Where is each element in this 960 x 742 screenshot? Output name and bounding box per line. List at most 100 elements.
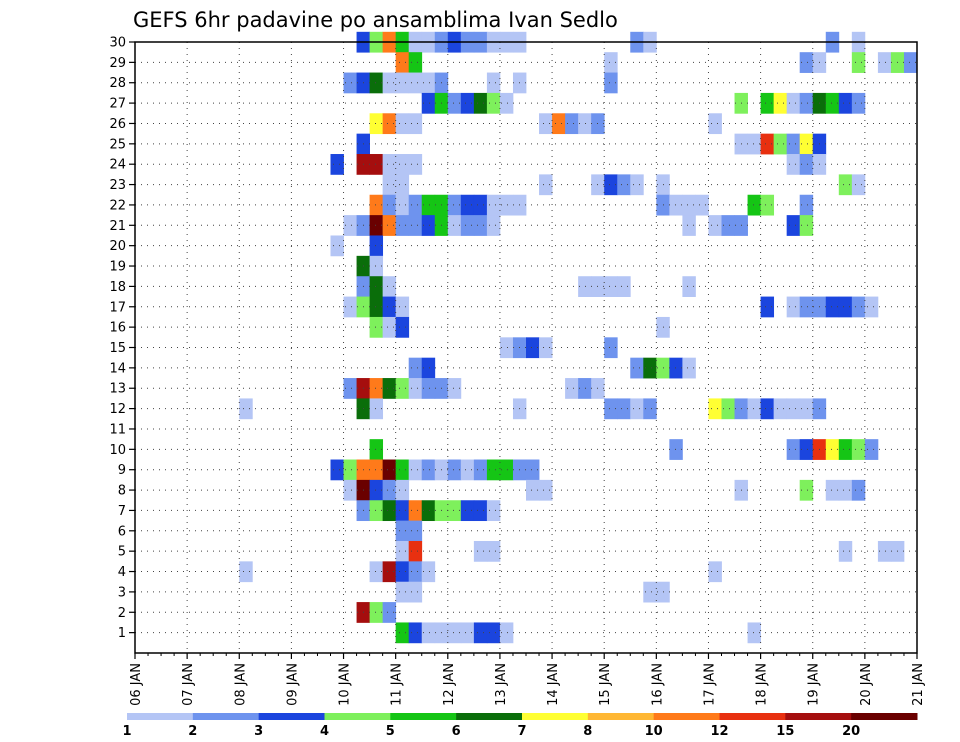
heatmap-cell (395, 174, 410, 196)
y-tick-label: 17 (109, 300, 126, 315)
heatmap-cell (786, 154, 801, 175)
heatmap-cell (721, 215, 735, 236)
heatmap-cell (369, 296, 384, 318)
heatmap-cell (369, 398, 384, 420)
heatmap-cell (330, 235, 344, 257)
heatmap-cell (747, 133, 761, 155)
heatmap-cell (408, 459, 423, 481)
heatmap-cell (838, 439, 853, 460)
heatmap-cell (395, 215, 410, 236)
colorbar-label: 5 (386, 724, 395, 739)
heatmap-cell (382, 72, 397, 94)
heatmap-cell (395, 378, 410, 399)
heatmap-cell (447, 194, 462, 216)
heatmap-cell (851, 479, 866, 501)
heatmap-cell (786, 133, 801, 155)
heatmap-cell (460, 500, 475, 522)
heatmap-cell (864, 439, 879, 460)
colorbar-segment (390, 713, 457, 720)
heatmap-cell (447, 92, 462, 114)
heatmap-cell (408, 154, 423, 175)
heatmap-cell (343, 296, 357, 318)
heatmap-cell (838, 174, 853, 196)
heatmap-cell (369, 215, 384, 236)
heatmap-cell (447, 215, 462, 236)
heatmap-cell (565, 378, 579, 399)
heatmap-cell (499, 622, 514, 644)
heatmap-cell (460, 215, 475, 236)
y-tick-label: 4 (118, 565, 126, 580)
x-tick-label: 16 JAN (650, 663, 665, 706)
heatmap-cell (395, 500, 410, 522)
heatmap-cell (786, 215, 801, 236)
heatmap-cell (460, 622, 475, 644)
heatmap-cell (382, 378, 397, 399)
colorbar-label: 3 (254, 724, 263, 739)
x-tick-label: 17 JAN (702, 663, 717, 706)
heatmap-cell (604, 72, 618, 94)
heatmap-cell (786, 439, 801, 460)
heatmap-cell (395, 459, 410, 481)
heatmap-cell (552, 113, 566, 135)
x-tick-label: 19 JAN (807, 663, 822, 706)
heatmap-cell (486, 500, 501, 522)
y-tick-label: 6 (118, 524, 126, 539)
heatmap-cell (460, 459, 475, 481)
y-tick-label: 24 (109, 158, 126, 173)
heatmap-cell (486, 92, 501, 114)
heatmap-cell (239, 398, 253, 420)
x-tick-label: 08 JAN (233, 663, 248, 706)
heatmap-cell (721, 398, 735, 420)
y-tick-label: 19 (109, 260, 126, 275)
heatmap-cell (499, 459, 514, 481)
heatmap-cell (447, 622, 462, 644)
colorbar-label: 2 (188, 724, 197, 739)
heatmap-cell (799, 92, 814, 114)
heatmap-cell (473, 622, 488, 644)
chart-title: GEFS 6hr padavine po ansamblima Ivan Sed… (133, 8, 618, 32)
heatmap-cell (851, 174, 866, 196)
heatmap-cell (539, 174, 553, 196)
heatmap-cell (382, 174, 397, 196)
heatmap-cell (473, 540, 488, 562)
y-tick-label: 26 (109, 117, 126, 132)
heatmap-cell (421, 622, 436, 644)
heatmap-cell (825, 479, 840, 501)
heatmap-cell (486, 72, 501, 94)
heatmap-cell (447, 459, 462, 481)
heatmap-cell (408, 520, 423, 542)
heatmap-cell (773, 398, 788, 420)
heatmap-cell (630, 398, 644, 420)
heatmap-cell (747, 622, 761, 644)
heatmap-cell (877, 540, 892, 562)
heatmap-cell (526, 459, 540, 481)
heatmap-cell (773, 92, 788, 114)
heatmap-cell (760, 133, 775, 155)
y-tick-label: 7 (118, 504, 126, 519)
x-tick-label: 15 JAN (598, 663, 613, 706)
heatmap-cell (643, 581, 657, 603)
y-tick-label: 21 (109, 219, 126, 234)
colorbar-segment (192, 713, 260, 720)
x-tick-label: 13 JAN (494, 663, 509, 706)
heatmap-cell (578, 276, 592, 297)
heatmap-cell (617, 276, 631, 297)
heatmap-cell (499, 92, 514, 114)
heatmap-cell (682, 357, 696, 379)
heatmap-cell (369, 154, 384, 175)
heatmap-cell (708, 398, 722, 420)
heatmap-cell (369, 500, 384, 522)
heatmap-cell (330, 459, 344, 481)
heatmap-cell (239, 561, 253, 583)
heatmap-cell (604, 276, 618, 297)
heatmap-cell (630, 357, 644, 379)
heatmap-cell (617, 174, 631, 196)
heatmap-cell (382, 459, 397, 481)
y-tick-label: 5 (118, 545, 126, 560)
heatmap-cell (408, 500, 423, 522)
heatmap-cell (408, 357, 423, 379)
colorbar-segment (522, 713, 589, 720)
heatmap-cell (851, 92, 866, 114)
heatmap-cell (486, 540, 501, 562)
y-tick-label: 18 (109, 280, 126, 295)
